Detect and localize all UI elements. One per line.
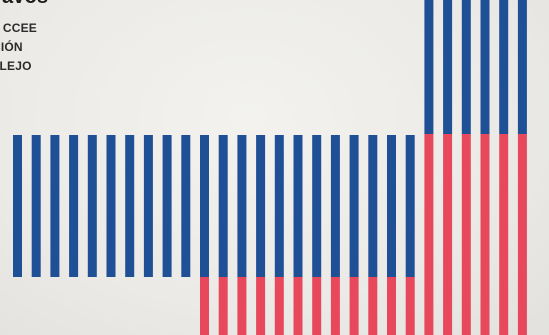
bar-blue (106, 135, 116, 277)
bar-red (349, 277, 359, 335)
bar-blue (143, 135, 153, 277)
bar-blue (69, 135, 79, 277)
bar-red (312, 277, 322, 335)
bar-red (443, 134, 453, 335)
bar-blue (256, 135, 266, 277)
bar-blue (461, 0, 471, 134)
bar-red (405, 277, 415, 335)
bar-red (517, 134, 527, 335)
bar-blue (480, 0, 490, 134)
bar-red (480, 134, 490, 335)
legend-line: L CCEE (0, 21, 37, 35)
bar-red (237, 277, 247, 335)
bar-blue (50, 135, 60, 277)
bar-red (424, 134, 434, 335)
legend-line: CIÓN (0, 40, 23, 54)
bar-blue (517, 0, 527, 134)
legend-line: LLEJO (0, 59, 32, 73)
bar-blue (237, 135, 247, 277)
legend-heading: ravos (0, 0, 48, 8)
bar-blue (181, 135, 191, 277)
legend: ravos L CCEE CIÓN LLEJO (0, 0, 48, 76)
bar-red (200, 277, 209, 335)
bar-blue (405, 135, 415, 277)
bar-blue (349, 135, 359, 277)
bar-blue (162, 135, 172, 277)
bar-blue (31, 135, 41, 277)
bar-red (218, 277, 228, 335)
bar-blue (312, 135, 322, 277)
bar-blue (424, 0, 434, 134)
bar-blue (274, 135, 284, 277)
bar-red (499, 134, 509, 335)
bar-blue (13, 135, 22, 277)
bar-blue (125, 135, 135, 277)
bar-blue (499, 0, 509, 134)
bar-red (461, 134, 471, 335)
bar-red (387, 277, 396, 335)
bar-blue (293, 135, 303, 277)
bar-red (293, 277, 303, 335)
bar-blue (218, 135, 228, 277)
bar-blue (368, 135, 378, 277)
bar-red (274, 277, 284, 335)
bar-blue (200, 135, 209, 277)
bar-blue (387, 135, 396, 277)
bar-blue (443, 0, 453, 134)
bar-blue (87, 135, 97, 277)
bar-blue (330, 135, 340, 277)
bar-red (256, 277, 266, 335)
bar-red (330, 277, 340, 335)
bar-red (368, 277, 378, 335)
